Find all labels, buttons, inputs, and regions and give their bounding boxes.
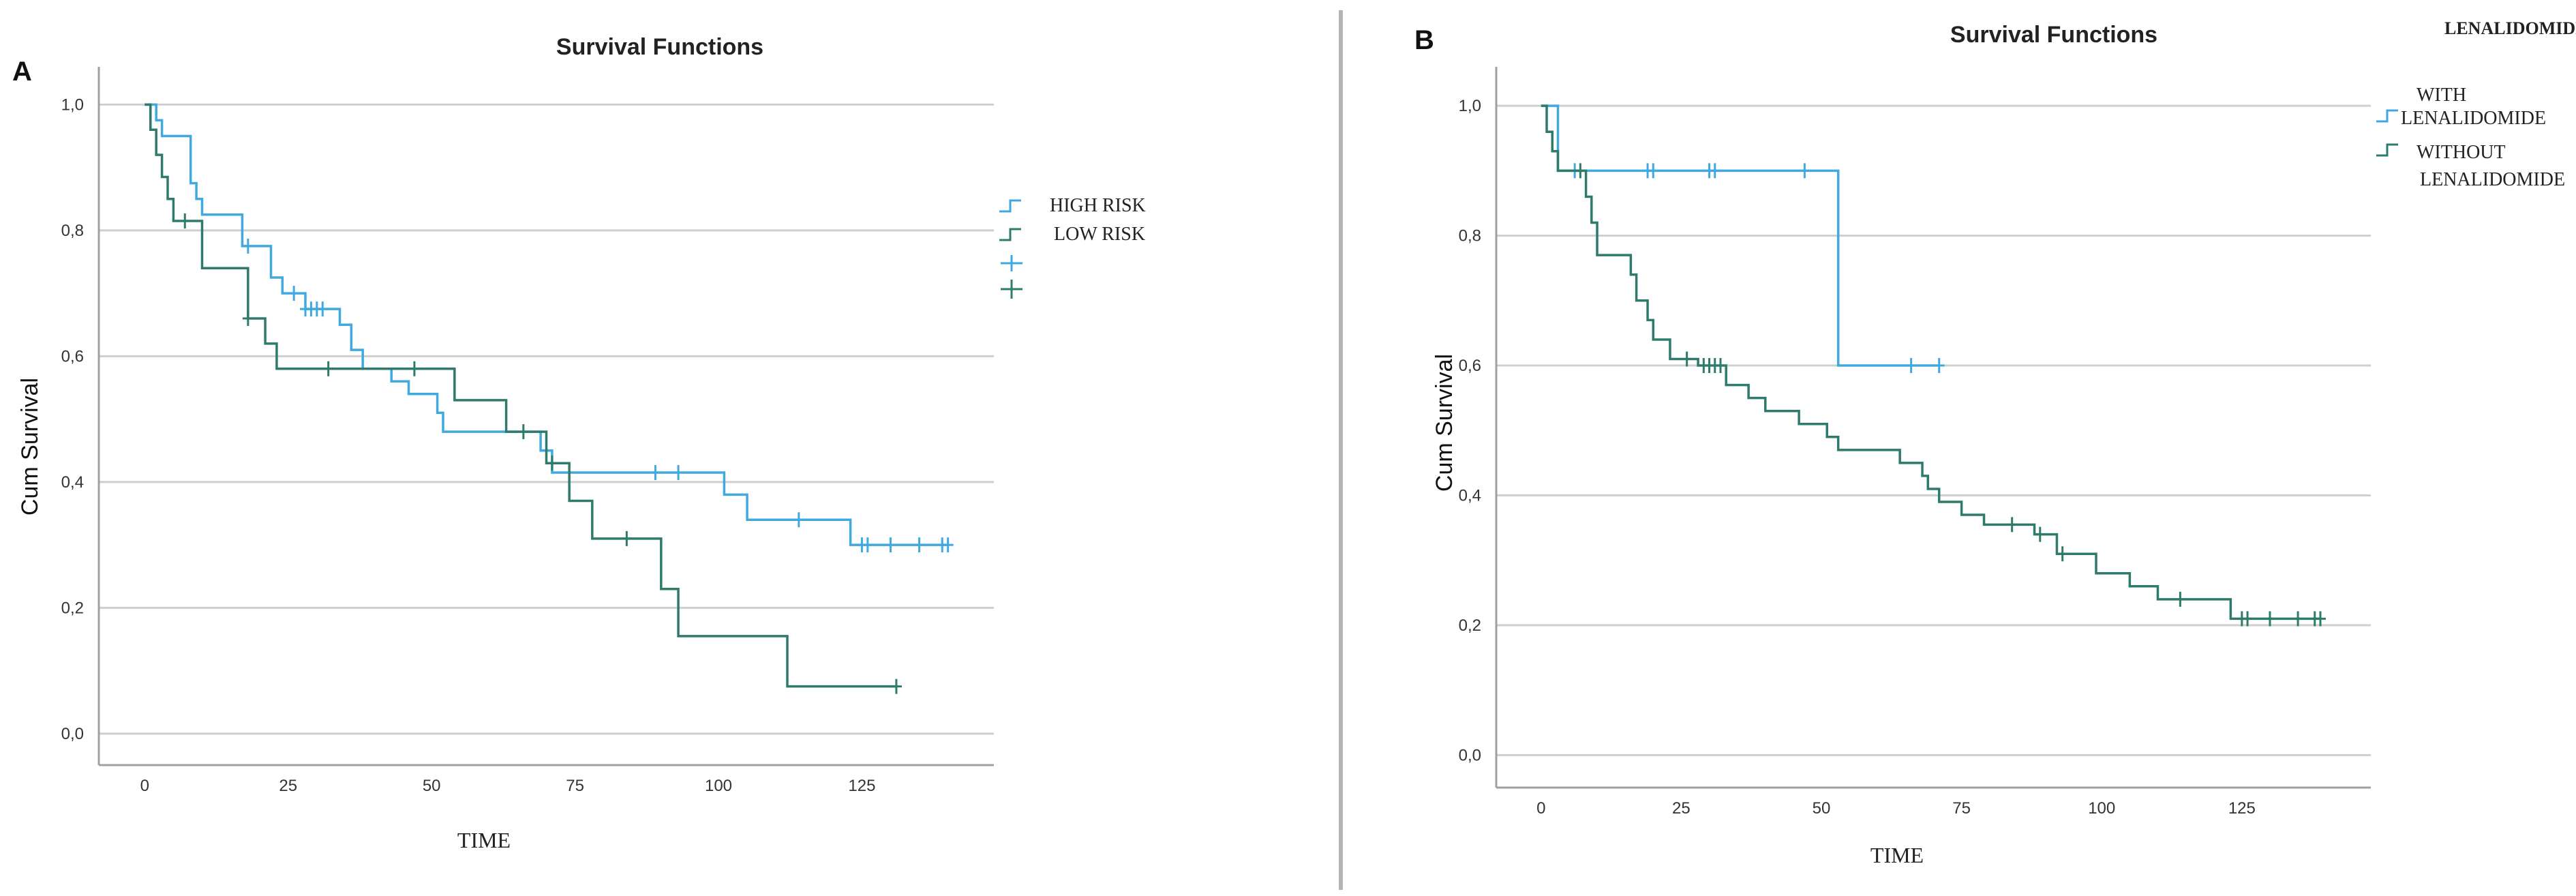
censor-mark-with-lenalidomide xyxy=(1799,163,1810,179)
legend-label-without-line2: LENALIDOMIDE xyxy=(2420,169,2565,190)
censor-mark-low-risk xyxy=(408,361,420,376)
panel-b-y-tick-label: 0,4 xyxy=(1459,486,1481,505)
panel-b-x-tick-label: 125 xyxy=(2228,799,2256,818)
censor-mark-without-lenalidomide xyxy=(2006,517,2018,533)
panel-b-x-tick-label: 25 xyxy=(1672,799,1691,818)
censor-mark-high-risk xyxy=(317,301,329,317)
survival-curve-low-risk xyxy=(145,103,896,688)
censor-mark-high-risk xyxy=(242,238,254,254)
panel-b-y-tick-label: 0,2 xyxy=(1459,616,1481,635)
panel-b-legend: LENALIDOMIDE WITH LENALIDOMIDE WITHOUT LEN… xyxy=(2376,18,2576,190)
panel-a-y-tick-label: 1,0 xyxy=(61,95,84,114)
panel-b-letter: B xyxy=(1414,25,1434,55)
legend-label-with-lenalidomide: WITH LENALIDOMIDE xyxy=(2401,85,2546,129)
censor-mark-without-lenalidomide xyxy=(2242,611,2254,627)
panel-a-axes xyxy=(97,67,994,766)
censor-mark-with-lenalidomide xyxy=(1648,163,1659,179)
censor-mark-high-risk xyxy=(673,465,684,481)
survival-curve-with-lenalidomide xyxy=(1541,104,1939,367)
legend-censor-high-risk xyxy=(1001,255,1022,271)
panel-b-gridlines xyxy=(1496,104,2371,756)
panel-a-legend: HIGH RISK LOW RISK xyxy=(999,195,1146,299)
panel-a-x-tick-label: 25 xyxy=(279,777,297,795)
panel-b-y-tick-label: 0,8 xyxy=(1459,227,1481,245)
legend-label-without-line1: WITHOUT xyxy=(2416,142,2506,163)
panel-b-x-tick-label: 75 xyxy=(1952,799,1971,818)
censor-mark-low-risk xyxy=(546,456,558,471)
censor-mark-without-lenalidomide xyxy=(2034,526,2046,542)
censor-mark-low-risk xyxy=(890,678,902,694)
panel-a-x-ticks: 0 25 50 75 100 125 xyxy=(140,777,876,795)
panel-a-series xyxy=(145,103,954,694)
legend-label-low-risk: LOW RISK xyxy=(1054,224,1145,245)
censor-mark-without-lenalidomide xyxy=(1714,358,1726,374)
panel-b-y-tick-label: 1,0 xyxy=(1459,97,1481,115)
legend-label-high-risk: HIGH RISK xyxy=(1050,195,1146,216)
censor-mark-high-risk xyxy=(650,465,661,481)
legend-title-lenalidomide: LENALIDOMIDE xyxy=(2444,18,2576,38)
legend-swatch-low-risk xyxy=(999,228,1021,241)
panel-b-y-axis-label: Cum Survival xyxy=(1431,354,1457,492)
censor-mark-with-lenalidomide xyxy=(1905,358,1917,374)
panel-b-y-tick-label: 0,6 xyxy=(1459,357,1481,375)
legend-censor-low-risk xyxy=(1001,280,1022,299)
panel-a-x-tick-label: 50 xyxy=(423,777,441,795)
panel-a-y-tick-label: 0,4 xyxy=(61,473,84,492)
panel-b-x-tick-label: 50 xyxy=(1813,799,1831,818)
censor-mark-low-risk xyxy=(621,531,633,546)
censor-mark-without-lenalidomide xyxy=(2292,611,2304,627)
panel-a-letter: A xyxy=(12,57,32,87)
censor-mark-without-lenalidomide xyxy=(2057,546,2068,562)
panel-b-x-axis-label: TIME xyxy=(1870,843,1924,867)
panel-a-y-tick-label: 0,0 xyxy=(61,725,84,743)
censor-mark-with-lenalidomide xyxy=(1933,358,1945,374)
censor-mark-with-lenalidomide xyxy=(1709,163,1721,179)
censor-mark-high-risk xyxy=(862,537,873,553)
panel-b-axes xyxy=(1495,67,2371,789)
legend-label-without-lenalidomide: WITHOUT LENALIDOMIDE xyxy=(2416,142,2565,190)
legend-swatch-without-lenalidomide xyxy=(2376,143,2398,157)
panel-a-y-axis-label: Cum Survival xyxy=(17,378,43,516)
panel-a-x-tick-label: 0 xyxy=(140,777,149,795)
censor-mark-without-lenalidomide xyxy=(1681,351,1693,367)
legend-label-with-line1: WITH xyxy=(2416,85,2466,106)
censor-mark-without-lenalidomide xyxy=(2264,611,2275,627)
censor-mark-high-risk xyxy=(288,286,300,301)
panel-a-y-tick-label: 0,2 xyxy=(61,599,84,617)
panel-b-y-ticks: 0,0 0,2 0,4 0,6 0,8 1,0 xyxy=(1459,97,1481,764)
censor-mark-without-lenalidomide xyxy=(2175,591,2186,607)
panel-a-x-axis-label: TIME xyxy=(457,828,511,852)
censor-mark-high-risk xyxy=(885,537,896,553)
panel-a-gridlines xyxy=(99,103,994,735)
panel-b-x-tick-label: 100 xyxy=(2088,799,2115,818)
legend-swatch-high-risk xyxy=(999,199,1021,213)
censor-mark-without-lenalidomide xyxy=(2314,611,2326,627)
censor-mark-without-lenalidomide xyxy=(1575,163,1586,179)
censor-mark-high-risk xyxy=(793,512,804,528)
censor-mark-high-risk xyxy=(913,537,925,553)
panel-b: B Survival Functions Cum Survival TIME 0… xyxy=(1414,18,2576,867)
panel-a-y-ticks: 0,0 0,2 0,4 0,6 0,8 1,0 xyxy=(61,95,84,743)
censor-mark-low-risk xyxy=(517,424,529,440)
panel-a: A Survival Functions Cum Survival TIME 0… xyxy=(12,34,1146,852)
survival-curve-without-lenalidomide xyxy=(1541,104,2320,621)
panel-a-title: Survival Functions xyxy=(556,34,763,60)
panel-b-series xyxy=(1541,104,2326,627)
panel-b-y-tick-label: 0,0 xyxy=(1459,746,1481,764)
panel-a-x-tick-label: 75 xyxy=(566,777,584,795)
censor-mark-high-risk xyxy=(942,537,954,553)
panel-b-title: Survival Functions xyxy=(1950,22,2157,48)
panel-b-x-ticks: 0 25 50 75 100 125 xyxy=(1536,799,2256,818)
censor-mark-low-risk xyxy=(322,361,334,376)
panel-a-x-tick-label: 100 xyxy=(705,777,732,795)
legend-swatch-with-lenalidomide xyxy=(2376,109,2398,123)
legend-label-with-line2: LENALIDOMIDE xyxy=(2401,108,2546,129)
censor-mark-low-risk xyxy=(242,311,254,327)
panel-a-x-tick-label: 125 xyxy=(848,777,875,795)
panel-a-y-tick-label: 0,6 xyxy=(61,347,84,365)
panel-a-y-tick-label: 0,8 xyxy=(61,222,84,240)
censor-mark-low-risk xyxy=(179,213,191,229)
panel-b-x-tick-label: 0 xyxy=(1536,799,1545,818)
